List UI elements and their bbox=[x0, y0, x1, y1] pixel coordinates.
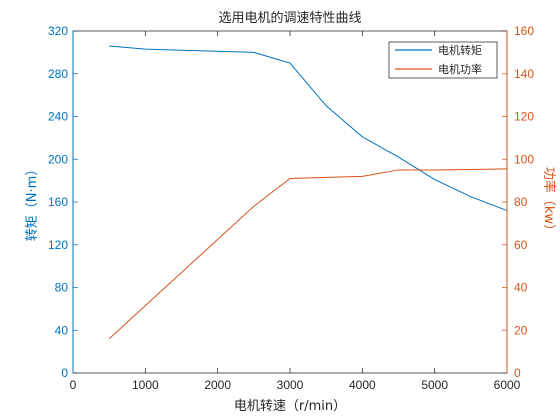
x-tick-label: 2000 bbox=[204, 378, 231, 392]
y-right-tick-label: 0 bbox=[514, 366, 521, 380]
legend-label-power: 电机功率 bbox=[438, 62, 482, 76]
chart-title: 选用电机的调速特性曲线 bbox=[218, 10, 361, 26]
x-tick-label: 5000 bbox=[421, 378, 448, 392]
x-tick-label: 1000 bbox=[132, 378, 159, 392]
y-right-tick-label: 140 bbox=[514, 67, 534, 81]
y-left-tick-label: 240 bbox=[48, 110, 68, 124]
y-left-axis-label: 转矩（N·m） bbox=[25, 163, 40, 242]
y-left-tick-label: 120 bbox=[48, 238, 68, 252]
y-left-tick-label: 320 bbox=[48, 24, 68, 38]
legend-box bbox=[388, 41, 498, 79]
torque-series-line bbox=[109, 45, 508, 212]
y-right-tick-label: 20 bbox=[514, 323, 528, 337]
legend-label-torque: 电机转矩 bbox=[438, 43, 482, 57]
y-left-tick-label: 0 bbox=[61, 366, 68, 380]
x-axis-label: 电机转速（r/min） bbox=[234, 399, 346, 414]
plot-frame bbox=[72, 30, 508, 374]
y-left-tick-label: 160 bbox=[48, 195, 68, 209]
x-tick-label: 3000 bbox=[277, 378, 304, 392]
series-layer bbox=[108, 45, 508, 340]
y-left-tick-label: 40 bbox=[55, 323, 69, 337]
y-right-axis-label: 功率（kw） bbox=[541, 167, 557, 237]
y-right-tick-label: 40 bbox=[514, 281, 528, 295]
y-right-tick-label: 100 bbox=[514, 152, 534, 166]
power-series-line bbox=[108, 168, 508, 340]
x-tick-label: 4000 bbox=[349, 378, 376, 392]
y-right-tick-label: 80 bbox=[514, 195, 528, 209]
y-left-tick-label: 80 bbox=[55, 281, 69, 295]
y-left-tick-label: 200 bbox=[48, 152, 68, 166]
x-tick-label: 0 bbox=[70, 378, 77, 392]
x-tick-label: 6000 bbox=[494, 378, 521, 392]
y-right-tick-label: 160 bbox=[514, 24, 534, 38]
y-right-tick-label: 120 bbox=[514, 110, 534, 124]
legend: 电机转矩 电机功率 bbox=[388, 41, 498, 79]
y-right-tick-label: 60 bbox=[514, 238, 528, 252]
ticks-layer: 0 1000 2000 3000 4000 5000 6000040801201602002… bbox=[48, 24, 534, 392]
y-left-tick-label: 280 bbox=[48, 67, 68, 81]
